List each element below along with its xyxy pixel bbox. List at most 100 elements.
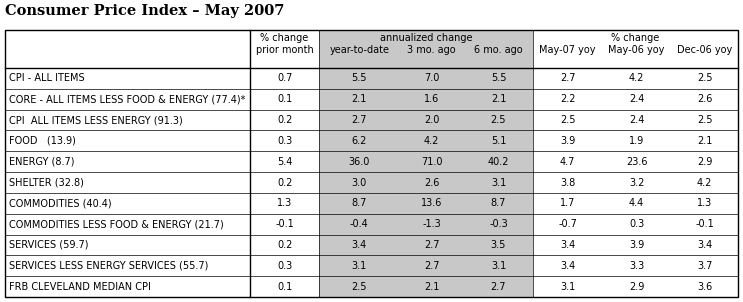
Text: 3 mo. ago: 3 mo. ago — [407, 45, 456, 55]
Text: 13.6: 13.6 — [421, 198, 442, 208]
Text: 2.5: 2.5 — [490, 115, 506, 125]
Text: 3.7: 3.7 — [697, 261, 713, 271]
Text: 2.7: 2.7 — [424, 261, 439, 271]
Text: 1.9: 1.9 — [629, 136, 644, 146]
Text: COMMODITIES LESS FOOD & ENERGY (21.7): COMMODITIES LESS FOOD & ENERGY (21.7) — [9, 219, 224, 229]
Text: -0.3: -0.3 — [489, 219, 508, 229]
Text: prior month: prior month — [256, 45, 314, 55]
Text: 3.4: 3.4 — [697, 240, 713, 250]
Text: 0.3: 0.3 — [277, 261, 292, 271]
Text: 4.2: 4.2 — [424, 136, 439, 146]
Text: 71.0: 71.0 — [421, 157, 442, 167]
Text: 2.4: 2.4 — [629, 94, 644, 104]
Text: 0.3: 0.3 — [629, 219, 644, 229]
Text: 2.9: 2.9 — [629, 281, 644, 292]
Text: 0.1: 0.1 — [277, 94, 292, 104]
Text: 3.5: 3.5 — [491, 240, 506, 250]
Text: 5.5: 5.5 — [351, 73, 367, 83]
Text: FOOD   (13.9): FOOD (13.9) — [9, 136, 76, 146]
Text: annualized change: annualized change — [380, 33, 473, 43]
Text: % change: % change — [611, 33, 660, 43]
Text: 0.7: 0.7 — [277, 73, 292, 83]
Text: 0.2: 0.2 — [277, 240, 292, 250]
Text: 6.2: 6.2 — [351, 136, 367, 146]
Text: 2.6: 2.6 — [424, 178, 439, 188]
Text: 2.1: 2.1 — [424, 281, 439, 292]
Text: 2.5: 2.5 — [697, 115, 713, 125]
Bar — [319, 30, 533, 297]
Text: 2.9: 2.9 — [697, 157, 713, 167]
Text: Dec-06 yoy: Dec-06 yoy — [677, 45, 732, 55]
Text: 0.2: 0.2 — [277, 178, 292, 188]
Text: -0.1: -0.1 — [695, 219, 714, 229]
Text: 0.3: 0.3 — [277, 136, 292, 146]
Text: 2.6: 2.6 — [697, 94, 713, 104]
Text: 4.4: 4.4 — [629, 198, 644, 208]
Text: -1.3: -1.3 — [422, 219, 441, 229]
Text: 2.7: 2.7 — [559, 73, 575, 83]
Text: 4.2: 4.2 — [697, 178, 713, 188]
Text: 8.7: 8.7 — [491, 198, 506, 208]
Text: -0.7: -0.7 — [558, 219, 577, 229]
Text: 7.0: 7.0 — [424, 73, 439, 83]
Text: FRB CLEVELAND MEDIAN CPI: FRB CLEVELAND MEDIAN CPI — [9, 281, 151, 292]
Text: 3.0: 3.0 — [351, 178, 367, 188]
Text: 36.0: 36.0 — [348, 157, 370, 167]
Text: May-06 yoy: May-06 yoy — [609, 45, 665, 55]
Text: -0.4: -0.4 — [350, 219, 369, 229]
Text: 4.7: 4.7 — [560, 157, 575, 167]
Text: 2.5: 2.5 — [351, 281, 367, 292]
Text: 3.2: 3.2 — [629, 178, 644, 188]
Text: year-to-date: year-to-date — [329, 45, 389, 55]
Text: 3.8: 3.8 — [560, 178, 575, 188]
Text: Consumer Price Index – May 2007: Consumer Price Index – May 2007 — [5, 4, 285, 18]
Text: 3.3: 3.3 — [629, 261, 644, 271]
Text: 2.5: 2.5 — [697, 73, 713, 83]
Text: 5.4: 5.4 — [277, 157, 292, 167]
Text: 2.7: 2.7 — [490, 281, 506, 292]
Text: 5.5: 5.5 — [490, 73, 506, 83]
Text: COMMODITIES (40.4): COMMODITIES (40.4) — [9, 198, 111, 208]
Text: SERVICES LESS ENERGY SERVICES (55.7): SERVICES LESS ENERGY SERVICES (55.7) — [9, 261, 208, 271]
Text: May-07 yoy: May-07 yoy — [539, 45, 596, 55]
Bar — [5, 30, 738, 297]
Bar — [5, 30, 738, 297]
Text: 2.4: 2.4 — [629, 115, 644, 125]
Text: 3.9: 3.9 — [629, 240, 644, 250]
Text: 8.7: 8.7 — [351, 198, 367, 208]
Text: 23.6: 23.6 — [626, 157, 647, 167]
Text: 2.7: 2.7 — [351, 115, 367, 125]
Text: 3.9: 3.9 — [560, 136, 575, 146]
Text: SHELTER (32.8): SHELTER (32.8) — [9, 178, 84, 188]
Text: 3.4: 3.4 — [560, 261, 575, 271]
Text: CORE - ALL ITEMS LESS FOOD & ENERGY (77.4)*: CORE - ALL ITEMS LESS FOOD & ENERGY (77.… — [9, 94, 245, 104]
Text: 1.7: 1.7 — [560, 198, 575, 208]
Text: 0.1: 0.1 — [277, 281, 292, 292]
Text: 3.1: 3.1 — [491, 261, 506, 271]
Text: 1.3: 1.3 — [277, 198, 292, 208]
Text: 5.1: 5.1 — [491, 136, 506, 146]
Text: 40.2: 40.2 — [487, 157, 509, 167]
Text: 1.3: 1.3 — [697, 198, 713, 208]
Text: 2.1: 2.1 — [351, 94, 367, 104]
Text: 4.2: 4.2 — [629, 73, 644, 83]
Text: 3.1: 3.1 — [491, 178, 506, 188]
Text: 2.1: 2.1 — [491, 94, 506, 104]
Text: 1.6: 1.6 — [424, 94, 439, 104]
Text: ENERGY (8.7): ENERGY (8.7) — [9, 157, 74, 167]
Text: 3.1: 3.1 — [351, 261, 367, 271]
Text: 2.7: 2.7 — [424, 240, 439, 250]
Text: % change: % change — [261, 33, 309, 43]
Text: 2.1: 2.1 — [697, 136, 713, 146]
Text: 3.4: 3.4 — [560, 240, 575, 250]
Text: 3.1: 3.1 — [560, 281, 575, 292]
Text: SERVICES (59.7): SERVICES (59.7) — [9, 240, 88, 250]
Text: 6 mo. ago: 6 mo. ago — [474, 45, 523, 55]
Text: 2.0: 2.0 — [424, 115, 439, 125]
Text: 2.2: 2.2 — [559, 94, 575, 104]
Text: 3.4: 3.4 — [351, 240, 367, 250]
Text: 0.2: 0.2 — [277, 115, 292, 125]
Text: CPI  ALL ITEMS LESS ENERGY (91.3): CPI ALL ITEMS LESS ENERGY (91.3) — [9, 115, 183, 125]
Text: 2.5: 2.5 — [559, 115, 575, 125]
Text: 3.6: 3.6 — [697, 281, 713, 292]
